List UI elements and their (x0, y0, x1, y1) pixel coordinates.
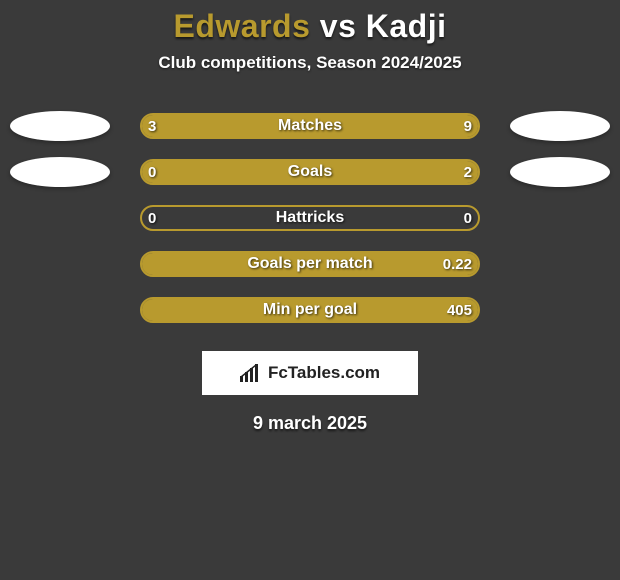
bar-left-fill (142, 115, 226, 137)
stat-row: Goals02 (0, 149, 620, 195)
stat-rows: Matches39Goals02Hattricks00Goals per mat… (0, 103, 620, 333)
stat-bar: Matches (140, 113, 480, 139)
stat-label: Hattricks (142, 207, 478, 229)
bar-right-fill (142, 161, 478, 183)
bar-right-fill (142, 299, 478, 321)
stat-row: Hattricks00 (0, 195, 620, 241)
subtitle: Club competitions, Season 2024/2025 (0, 53, 620, 73)
chart-icon (240, 364, 262, 382)
player2-badge (510, 111, 610, 141)
player1-name: Edwards (174, 8, 311, 44)
stat-row: Goals per match0.22 (0, 241, 620, 287)
comparison-widget: Edwards vs Kadji Club competitions, Seas… (0, 0, 620, 434)
brand-badge[interactable]: FcTables.com (202, 351, 418, 395)
player2-badge (510, 157, 610, 187)
stat-bar: Min per goal (140, 297, 480, 323)
vs-text: vs (310, 8, 365, 44)
player1-badge (10, 157, 110, 187)
stat-bar: Goals per match (140, 251, 480, 277)
bar-right-fill (142, 253, 478, 275)
date-text: 9 march 2025 (0, 413, 620, 434)
page-title: Edwards vs Kadji (0, 8, 620, 45)
player1-badge (10, 111, 110, 141)
stat-bar: Hattricks (140, 205, 480, 231)
bar-right-fill (226, 115, 478, 137)
player2-name: Kadji (366, 8, 447, 44)
stat-row: Matches39 (0, 103, 620, 149)
stat-row: Min per goal405 (0, 287, 620, 333)
brand-text: FcTables.com (268, 363, 380, 383)
stat-bar: Goals (140, 159, 480, 185)
